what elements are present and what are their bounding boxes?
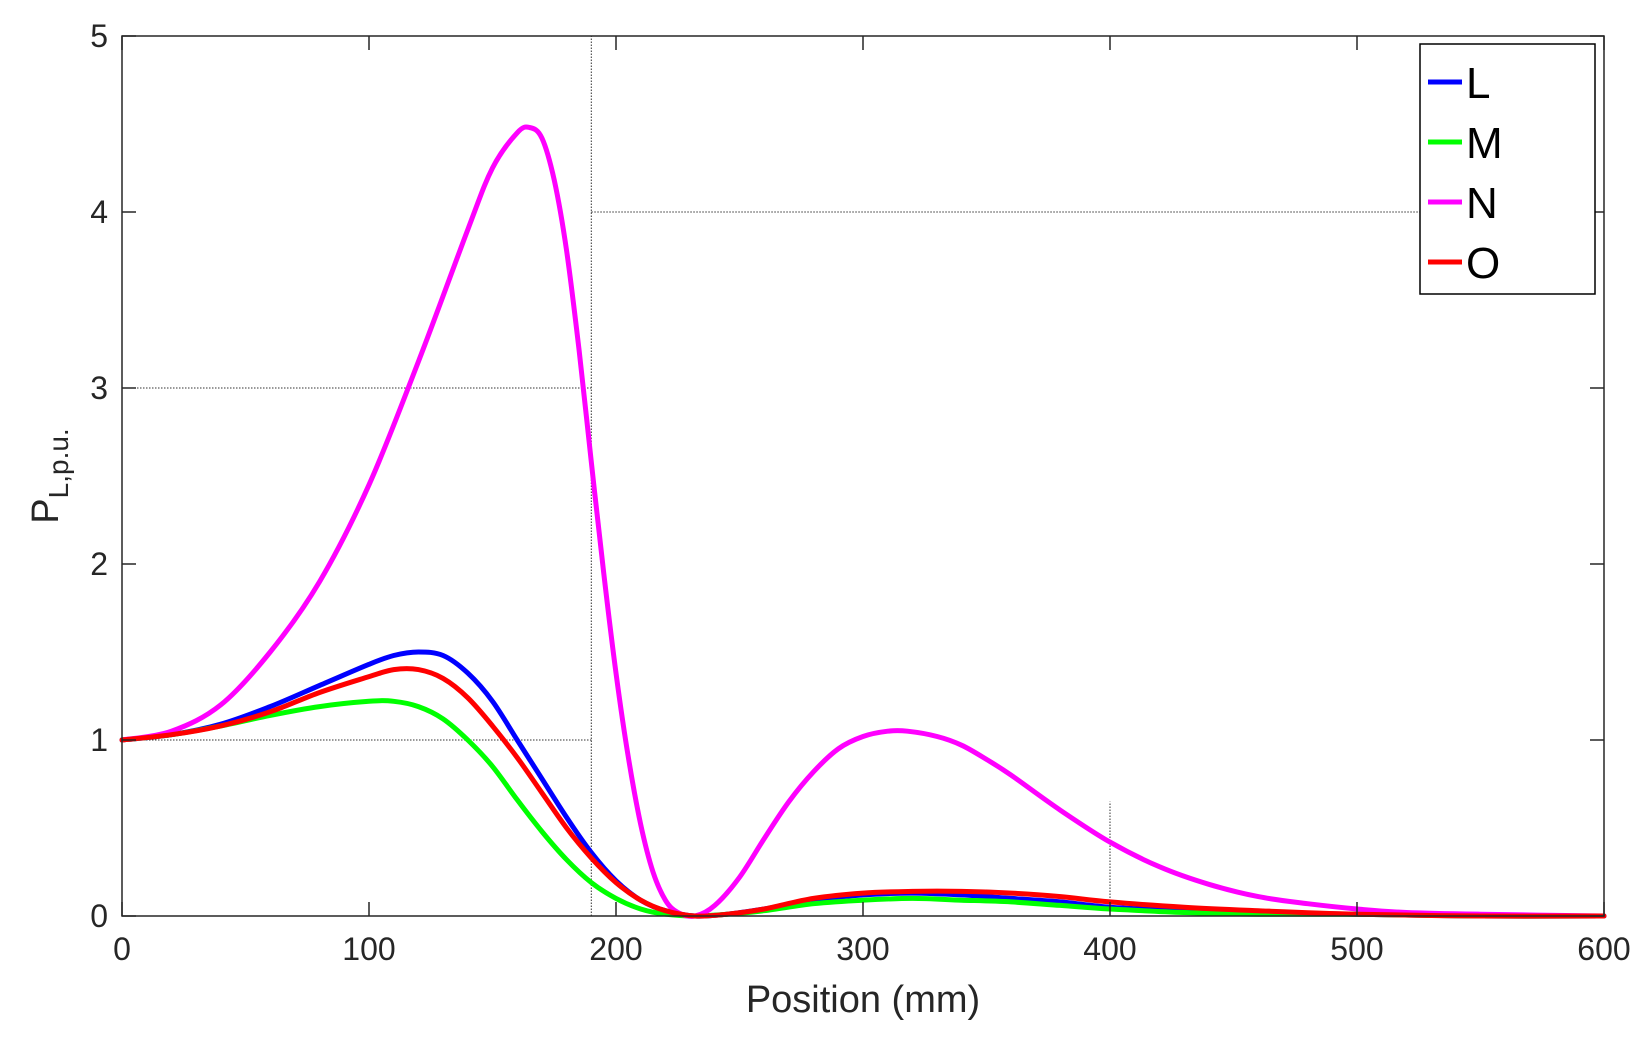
series-line-o bbox=[119, 666, 1607, 919]
x-tick-label-500: 500 bbox=[1330, 931, 1383, 967]
x-tick-label-0: 0 bbox=[113, 931, 131, 967]
x-tick-label-200: 200 bbox=[589, 931, 642, 967]
legend-label-m: M bbox=[1466, 119, 1503, 168]
x-tick-label-300: 300 bbox=[836, 931, 889, 967]
x-tick-label-100: 100 bbox=[342, 931, 395, 967]
y-tick-label-4: 4 bbox=[90, 194, 108, 230]
y-axis-title-sub: L,p.u. bbox=[43, 428, 74, 498]
legend-label-n: N bbox=[1466, 179, 1498, 228]
legend-item-n: N bbox=[1428, 179, 1498, 228]
x-axis-title: Position (mm) bbox=[746, 979, 980, 1021]
legend-label-l: L bbox=[1466, 59, 1490, 108]
legend-item-o: O bbox=[1428, 239, 1500, 288]
series-line-m bbox=[119, 698, 1607, 919]
y-axis-title: PL,p.u. bbox=[25, 428, 74, 523]
y-tick-label-0: 0 bbox=[90, 898, 108, 934]
legend-item-m: M bbox=[1428, 119, 1503, 168]
legend-label-o: O bbox=[1466, 239, 1500, 288]
legend-item-l: L bbox=[1428, 59, 1490, 108]
legend-box bbox=[1419, 43, 1596, 295]
y-tick-label-5: 5 bbox=[90, 18, 108, 54]
x-tick-label-600: 600 bbox=[1577, 931, 1630, 967]
y-tick-label-1: 1 bbox=[90, 722, 108, 758]
series-group bbox=[119, 124, 1607, 919]
y-tick-label-2: 2 bbox=[90, 546, 108, 582]
y-tick-label-3: 3 bbox=[90, 370, 108, 406]
axis-ticks bbox=[121, 35, 1605, 917]
x-tick-label-400: 400 bbox=[1083, 931, 1136, 967]
tick-labels: 0 100 200 300 400 500 600 0 1 2 3 4 5 bbox=[90, 18, 1630, 967]
svg-text:PL,p.u.: PL,p.u. bbox=[25, 428, 74, 523]
y-axis-title-main: P bbox=[25, 498, 67, 523]
